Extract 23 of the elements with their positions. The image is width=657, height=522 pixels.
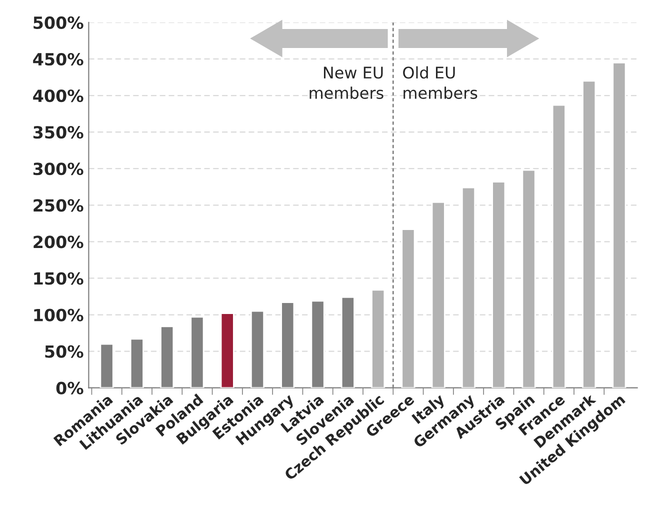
bar [401, 228, 416, 388]
y-tick-label: 300% [33, 162, 84, 176]
bar [552, 104, 566, 388]
y-tick-label: 350% [33, 126, 84, 139]
bar [220, 312, 234, 388]
bar [431, 202, 446, 388]
annotation: New EU members [310, 66, 384, 99]
y-tick-label: 250% [34, 199, 84, 212]
y-tick-label: 150% [34, 272, 84, 285]
bar [371, 289, 386, 388]
annotation: Old EU members [403, 66, 478, 99]
bar [522, 169, 536, 388]
bar [461, 186, 476, 388]
y-tick-label: 400% [33, 89, 84, 102]
bar [492, 181, 506, 388]
y-tick-label: 50% [45, 345, 84, 358]
y-tick-label: 500% [34, 16, 84, 30]
y-tick-label: 0% [56, 382, 84, 394]
y-tick-label: 100% [34, 308, 84, 322]
bar [612, 62, 626, 388]
bar [582, 80, 596, 388]
y-tick-label: 450% [33, 52, 84, 66]
y-tick-label: 200% [34, 236, 84, 248]
